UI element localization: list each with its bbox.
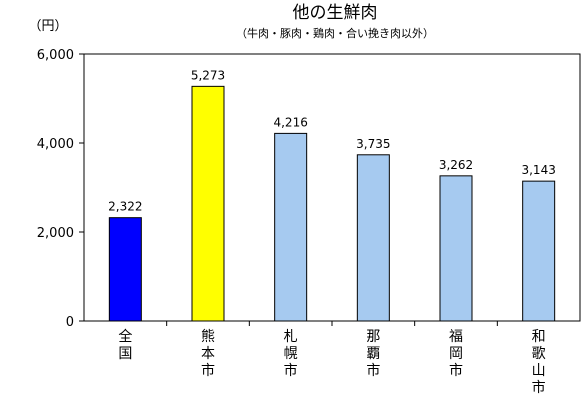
data-label: 3,143 [521, 163, 555, 177]
category-label: 那覇市 [366, 329, 380, 379]
bar [108, 217, 142, 322]
y-tick-label: 4,000 [37, 137, 74, 152]
bar [191, 85, 225, 322]
chart-subtitle: （牛肉・豚肉・鶏肉・合い挽き肉以外） [236, 26, 434, 40]
bar [522, 180, 556, 322]
category-label: 熊本市 [201, 329, 215, 379]
category-label: 全国 [118, 328, 132, 362]
data-label: 3,262 [439, 158, 473, 172]
bar [356, 154, 390, 322]
y-tick-label: 6,000 [37, 48, 74, 63]
plot-area [83, 53, 581, 322]
bar [439, 175, 473, 322]
y-tick-label: 0 [66, 315, 74, 330]
bar [274, 132, 308, 322]
data-label: 3,735 [356, 137, 390, 151]
data-label: 2,322 [108, 200, 142, 214]
chart-title: 他の生鮮肉 [293, 3, 378, 23]
data-label: 4,216 [273, 115, 307, 129]
y-tick-label: 2,000 [37, 226, 74, 241]
category-label: 福岡市 [449, 329, 463, 379]
category-label: 和歌山市 [532, 329, 546, 396]
data-label: 5,273 [191, 68, 225, 82]
y-axis-unit-label: （円） [28, 19, 67, 34]
category-label: 札幌市 [284, 329, 298, 379]
